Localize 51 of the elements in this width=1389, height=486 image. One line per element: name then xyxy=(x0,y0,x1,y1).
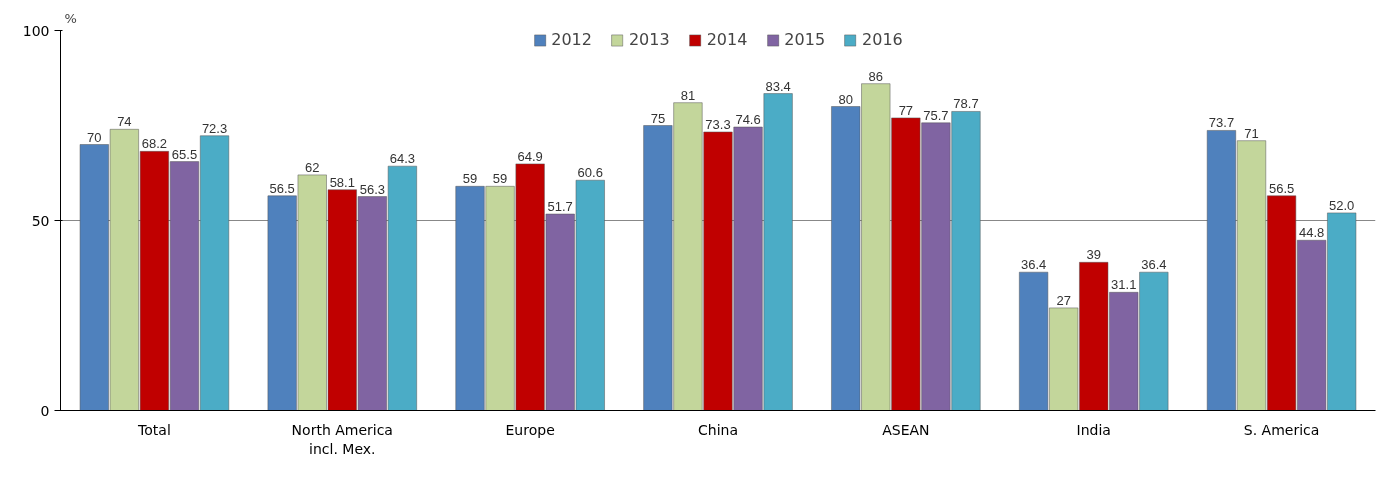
legend-label: 2012 xyxy=(551,30,592,49)
data-label: 73.3 xyxy=(705,116,731,132)
legend-label: 2015 xyxy=(784,30,826,49)
data-label: 83.4 xyxy=(765,78,791,94)
y-tick-label: 100 xyxy=(22,22,50,39)
data-label: 36.4 xyxy=(1141,257,1167,273)
data-label: 65.5 xyxy=(171,146,198,162)
data-label: 80 xyxy=(838,91,853,107)
x-tick-label: China xyxy=(698,421,738,438)
data-label: 71 xyxy=(1244,125,1259,141)
data-label: 31.1 xyxy=(1111,277,1137,293)
data-label: 56.5 xyxy=(269,180,295,196)
x-tick-label: S. America xyxy=(1243,421,1320,438)
data-label: 56.5 xyxy=(1268,180,1295,196)
legend-label: 2014 xyxy=(706,30,748,49)
data-label: 64.9 xyxy=(517,148,543,164)
data-label: 86 xyxy=(868,68,884,84)
data-label: 75.7 xyxy=(923,107,949,123)
data-label: 39 xyxy=(1086,247,1101,263)
data-label: 78.7 xyxy=(953,96,979,112)
data-label: 64.3 xyxy=(389,151,416,167)
data-label: 44.8 xyxy=(1298,225,1325,241)
legend-label: 2013 xyxy=(628,30,670,49)
data-label: 60.6 xyxy=(577,165,603,181)
data-label: 68.2 xyxy=(141,136,168,152)
data-label: 72.3 xyxy=(201,120,228,136)
data-label: 59 xyxy=(462,171,478,187)
y-axis-title: % xyxy=(64,10,77,26)
x-tick-label: Europe xyxy=(505,421,555,438)
data-label: 52.0 xyxy=(1329,197,1355,213)
x-tick-label: Total xyxy=(137,421,171,438)
legend-label: 2016 xyxy=(862,30,903,49)
data-label: 56.3 xyxy=(359,181,385,197)
x-tick-label: North America incl. Mex. xyxy=(291,421,393,457)
data-label: 81 xyxy=(680,87,696,103)
x-tick-label: ASEAN xyxy=(882,421,930,438)
data-label: 73.7 xyxy=(1208,115,1235,131)
data-label: 51.7 xyxy=(547,199,573,215)
y-tick-label: 50 xyxy=(31,212,50,229)
data-label: 74.6 xyxy=(735,112,761,128)
data-label: 75 xyxy=(650,110,666,126)
x-tick-label: India xyxy=(1076,421,1111,438)
data-label: 36.4 xyxy=(1020,257,1047,273)
data-label: 58.1 xyxy=(329,174,355,190)
data-label: 74 xyxy=(117,114,132,130)
data-label: 77 xyxy=(898,102,914,118)
data-label: 27 xyxy=(1056,292,1071,308)
data-label: 62 xyxy=(305,159,320,175)
y-tick-label: 0 xyxy=(40,402,50,419)
data-label: 59 xyxy=(492,171,508,187)
data-label: 70 xyxy=(87,129,102,145)
